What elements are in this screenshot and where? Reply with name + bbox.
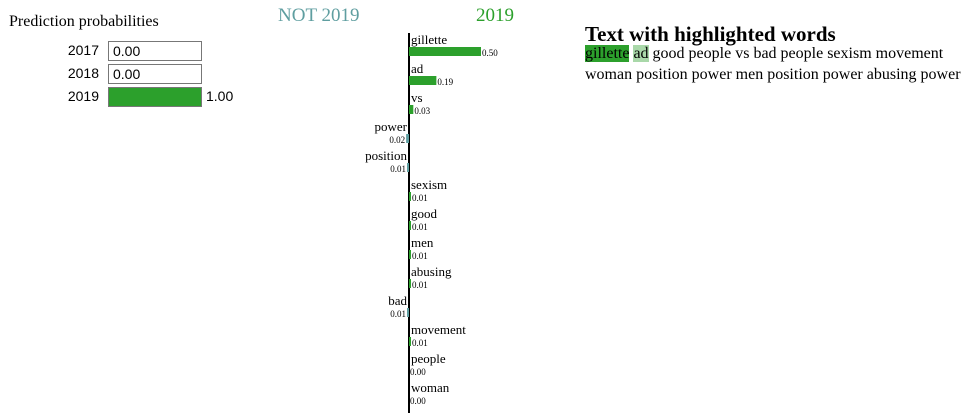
- highlighted-word-ad: ad: [633, 45, 649, 62]
- feature-value-people: 0.00: [410, 367, 426, 377]
- highlighted-word-power: power: [920, 66, 961, 83]
- feature-bar-power: [406, 134, 409, 143]
- highlighted-word-position: position: [636, 66, 688, 83]
- feature-bar-bad: [407, 308, 409, 317]
- feature-value-position: 0.01: [390, 164, 406, 174]
- class-label-2017: 2017: [67, 42, 99, 58]
- feature-value-bad: 0.01: [390, 309, 406, 319]
- feature-bar-abusing: [409, 279, 411, 288]
- feature-bar-gillette: [409, 47, 481, 56]
- feature-bar-good: [409, 221, 411, 230]
- highlighted-word-people: people: [688, 45, 732, 62]
- probability-fill-2019: [109, 88, 201, 106]
- probability-value-2018: 0.00: [113, 66, 141, 82]
- feature-value-vs: 0.03: [414, 106, 430, 116]
- highlighted-word-vs: vs: [735, 45, 750, 62]
- feature-value-good: 0.01: [412, 222, 428, 232]
- highlighted-word-people: people: [780, 45, 824, 62]
- highlighted-word-power: power: [822, 66, 863, 83]
- class-label-2018: 2018: [67, 65, 99, 81]
- highlighted-word-woman: woman: [585, 66, 633, 83]
- probability-bar-2017: 0.00: [108, 41, 202, 61]
- feature-bar-sexism: [409, 192, 411, 201]
- feature-value-sexism: 0.01: [412, 193, 428, 203]
- feature-bar-vs: [409, 105, 414, 114]
- prediction-probabilities-title: Prediction probabilities: [9, 13, 159, 30]
- feature-value-gillette: 0.50: [482, 48, 498, 58]
- highlighted-word-position: position: [767, 66, 819, 83]
- highlighted-text-body: gillette ad good people vs bad people se…: [585, 43, 972, 85]
- feature-label-movement: movement: [411, 322, 466, 337]
- feature-bar-movement: [409, 337, 411, 346]
- probability-bar-2018: 0.00: [108, 64, 202, 84]
- feature-value-movement: 0.01: [412, 338, 428, 348]
- feature-label-position: position: [365, 148, 407, 163]
- highlighted-word-good: good: [652, 45, 685, 62]
- feature-value-ad: 0.19: [437, 77, 453, 87]
- highlighted-word-movement: movement: [875, 45, 944, 62]
- feature-label-sexism: sexism: [411, 177, 447, 192]
- feature-value-woman: 0.00: [410, 396, 426, 406]
- feature-label-men: men: [411, 235, 434, 250]
- feature-value-men: 0.01: [412, 251, 428, 261]
- feature-label-people: people: [411, 351, 446, 366]
- feature-bar-ad: [409, 76, 437, 85]
- feature-bar-men: [409, 250, 411, 259]
- feature-bar-position: [407, 163, 409, 172]
- highlighted-word-gillette: gillette: [585, 45, 630, 62]
- feature-label-woman: woman: [411, 380, 450, 395]
- feature-value-abusing: 0.01: [412, 280, 428, 290]
- feature-label-ad: ad: [411, 61, 424, 76]
- highlighted-word-power: power: [691, 66, 732, 83]
- negative-class-label: NOT 2019: [278, 5, 360, 26]
- feature-label-power: power: [375, 119, 408, 134]
- feature-label-abusing: abusing: [411, 264, 452, 279]
- probability-value-2017: 0.00: [113, 43, 141, 59]
- feature-label-good: good: [411, 206, 438, 221]
- class-label-2019: 2019: [67, 88, 99, 104]
- feature-label-gillette: gillette: [411, 32, 447, 47]
- feature-value-power: 0.02: [389, 135, 405, 145]
- probability-value-2019: 1.00: [206, 88, 234, 104]
- highlighted-word-abusing: abusing: [866, 66, 917, 83]
- highlighted-word-bad: bad: [753, 45, 777, 62]
- highlighted-word-sexism: sexism: [827, 45, 872, 62]
- positive-class-label: 2019: [476, 5, 514, 26]
- highlighted-word-men: men: [735, 66, 764, 83]
- highlighted-text-title: Text with highlighted words: [585, 22, 836, 46]
- probability-bar-2019: [108, 87, 202, 107]
- feature-label-bad: bad: [388, 293, 407, 308]
- feature-label-vs: vs: [411, 90, 423, 105]
